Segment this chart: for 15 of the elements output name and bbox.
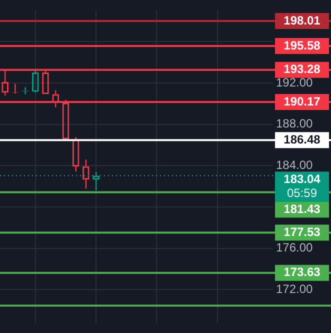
y-tick-label: 184.00 [276,158,314,172]
ref-line-label: 193.28 [284,62,321,76]
ref-line-label: 177.53 [284,224,321,239]
ref-line-label: 173.63 [284,265,321,280]
ref-line-label: 195.58 [284,38,321,52]
ref-line-label: 186.48 [284,132,321,146]
y-tick-label: 188.00 [276,116,314,131]
y-tick-label: 192.00 [276,75,314,90]
ref-line-label: 181.43 [284,202,321,216]
y-tick-label: 176.00 [276,240,314,255]
annotation: 05:59 [286,186,318,200]
ref-line-label: 183.04 [284,172,321,186]
ref-line-label: 190.17 [284,94,321,108]
y-tick-label: 172.00 [276,282,314,296]
ref-line-label: 198.01 [284,13,321,28]
